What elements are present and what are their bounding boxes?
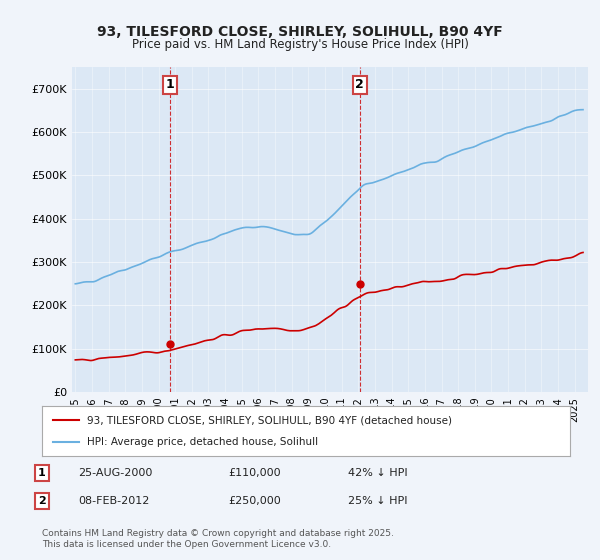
Text: 2: 2 (38, 496, 46, 506)
Text: £250,000: £250,000 (228, 496, 281, 506)
Text: Contains HM Land Registry data © Crown copyright and database right 2025.
This d: Contains HM Land Registry data © Crown c… (42, 529, 394, 549)
Text: 1: 1 (38, 468, 46, 478)
Text: 93, TILESFORD CLOSE, SHIRLEY, SOLIHULL, B90 4YF (detached house): 93, TILESFORD CLOSE, SHIRLEY, SOLIHULL, … (87, 415, 452, 425)
Text: £110,000: £110,000 (228, 468, 281, 478)
Text: 42% ↓ HPI: 42% ↓ HPI (348, 468, 407, 478)
Text: 2: 2 (355, 78, 364, 91)
Text: 93, TILESFORD CLOSE, SHIRLEY, SOLIHULL, B90 4YF: 93, TILESFORD CLOSE, SHIRLEY, SOLIHULL, … (97, 25, 503, 39)
Text: HPI: Average price, detached house, Solihull: HPI: Average price, detached house, Soli… (87, 437, 318, 447)
Text: 25-AUG-2000: 25-AUG-2000 (78, 468, 152, 478)
Text: 25% ↓ HPI: 25% ↓ HPI (348, 496, 407, 506)
Text: Price paid vs. HM Land Registry's House Price Index (HPI): Price paid vs. HM Land Registry's House … (131, 38, 469, 51)
Text: 1: 1 (166, 78, 174, 91)
Text: 08-FEB-2012: 08-FEB-2012 (78, 496, 149, 506)
